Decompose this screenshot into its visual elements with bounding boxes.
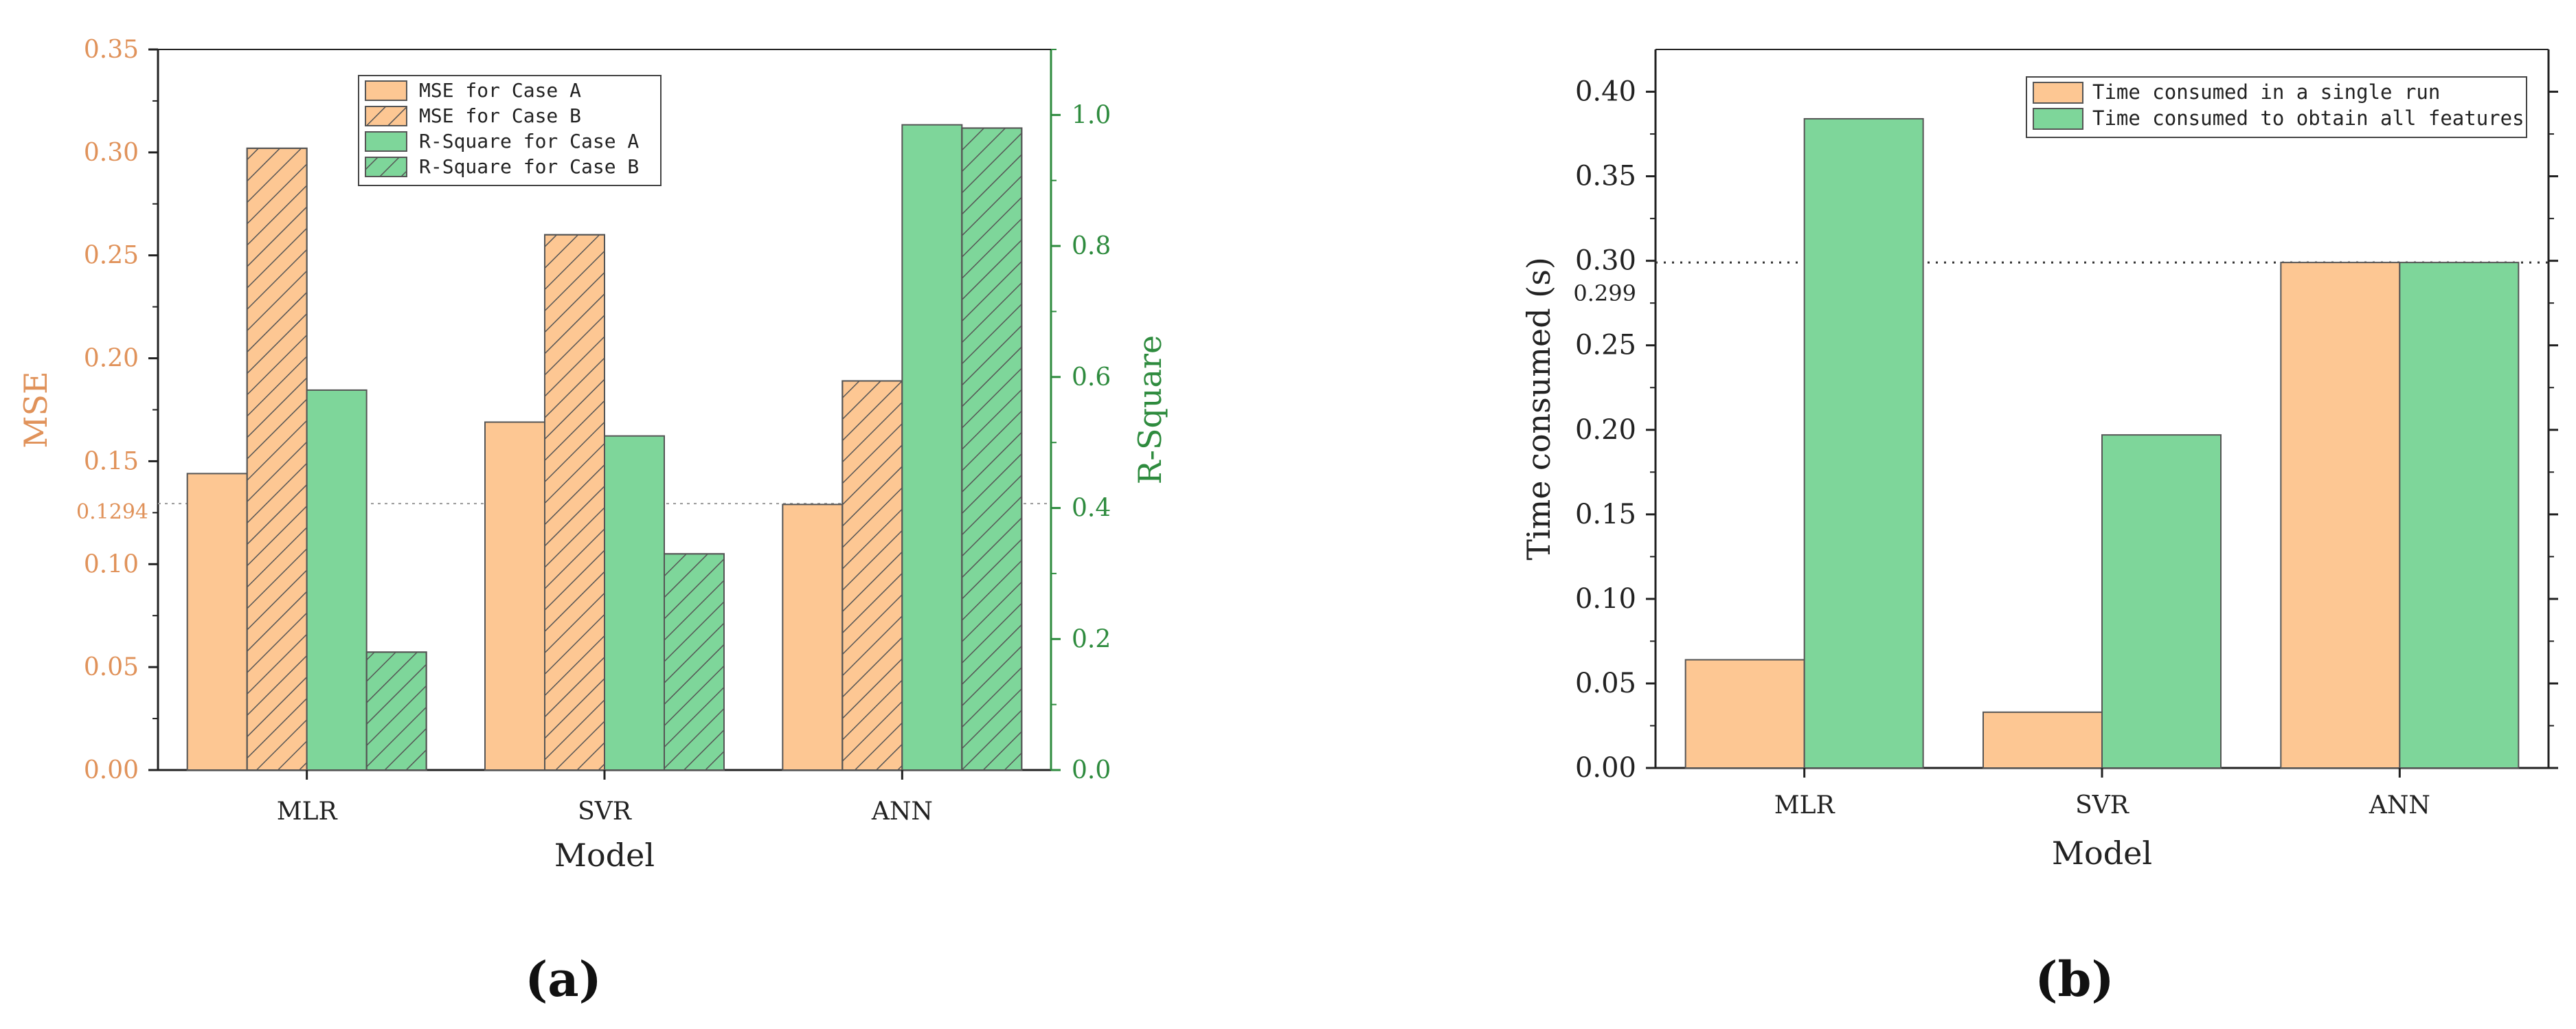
bar-hatch-overlay — [961, 127, 1023, 771]
x-tick-label: MLR — [1774, 791, 1835, 819]
y-tick-label: 0.25 — [1575, 330, 1636, 361]
y-tick-label: 0.30 — [84, 139, 139, 167]
x-tick-label: SVR — [2075, 791, 2129, 819]
y-tick-label: 0.00 — [84, 756, 139, 784]
y-tick-label: 0.35 — [1575, 161, 1636, 192]
y-right-tick-label: 1.0 — [1072, 101, 1111, 129]
reference-line-label: 0.299 — [1573, 280, 1636, 306]
y-tick-label: 0.05 — [1575, 668, 1636, 699]
bar-hatch-overlay — [544, 234, 605, 771]
y-right-tick-label: 0.4 — [1072, 495, 1111, 523]
y-tick-label: 0.40 — [1575, 76, 1636, 108]
legend-label: Time consumed in a single run — [2092, 80, 2440, 104]
x-axis-title: Model — [2052, 835, 2152, 872]
legend-label: R-Square for Case A — [419, 130, 639, 152]
legend-swatch-hatch — [365, 157, 407, 177]
y-tick-label: 0.10 — [84, 550, 139, 578]
y-tick-label: 0.20 — [1575, 414, 1636, 446]
bar-svr-series-0 — [484, 421, 545, 771]
y-right-axis-title: R-Square — [1131, 335, 1168, 484]
x-tick-label: ANN — [2369, 791, 2430, 819]
legend-swatch — [365, 80, 407, 101]
bar-mlr-series-2 — [306, 389, 368, 771]
legend-label: MSE for Case B — [419, 104, 581, 127]
bar-mlr-series-0 — [186, 473, 248, 771]
y-tick-label: 0.15 — [1575, 499, 1636, 530]
reference-line-label: 0.1294 — [76, 500, 148, 524]
bar-svr-series-1 — [2101, 434, 2222, 769]
legend-label: Time consumed to obtain all features — [2092, 106, 2524, 130]
y-tick-label: 0.25 — [84, 242, 139, 270]
chart-b: 0.00 0.05 0.10 0.15 0.20 0.25 0.30 0.35 0.40 0.29… — [1520, 49, 2558, 1008]
bar-ann-series-1 — [2399, 262, 2520, 769]
y-right-tick-label: 0.0 — [1072, 756, 1111, 784]
bar-svr-series-2 — [604, 435, 665, 771]
y-right-tick-label: 0.6 — [1072, 363, 1111, 392]
x-tick-label: MLR — [277, 798, 338, 826]
bar-mlr-series-0 — [1684, 659, 1805, 769]
chart-a: 0.00 0.05 0.10 0.15 0.20 0.25 0.30 0.35 0.0 0.2 0.… — [17, 36, 1168, 1008]
x-tick-label: ANN — [871, 798, 933, 826]
y-axis-title: Time consumed (s) — [1520, 257, 1557, 561]
legend-label: MSE for Case A — [419, 79, 581, 102]
legend-box — [2026, 76, 2527, 138]
panel-label-a: (a) — [525, 951, 602, 1008]
bar-hatch-overlay — [841, 380, 903, 771]
y-tick-label: 0.10 — [1575, 583, 1636, 615]
y-right-tick-label: 0.2 — [1072, 625, 1111, 653]
y-tick-label: 0.30 — [1575, 245, 1636, 277]
legend-label: R-Square for Case B — [419, 155, 639, 178]
bar-ann-series-0 — [2280, 262, 2401, 769]
y-tick-label: 0.05 — [84, 653, 139, 681]
y-tick-label: 0.15 — [84, 447, 139, 475]
panel-label-b: (b) — [2035, 951, 2114, 1008]
y-axis-title: MSE — [17, 371, 54, 448]
x-axis-title: Model — [554, 837, 655, 874]
y-tick-label: 0.00 — [1575, 752, 1636, 784]
bar-ann-series-0 — [782, 504, 844, 771]
legend-box — [358, 75, 662, 186]
bar-mlr-series-1 — [1803, 117, 1924, 769]
bar-ann-series-2 — [901, 124, 963, 771]
y-tick-label: 0.20 — [84, 345, 139, 373]
legend-swatch — [365, 131, 407, 152]
bar-hatch-overlay — [664, 553, 725, 771]
bar-hatch-overlay — [365, 651, 427, 771]
legend-swatch — [2033, 108, 2083, 130]
x-tick-label: SVR — [578, 798, 632, 826]
legend-swatch-hatch — [365, 106, 407, 126]
bar-hatch-overlay — [246, 147, 308, 771]
bar-svr-series-0 — [1982, 711, 2103, 769]
y-right-tick-label: 0.8 — [1072, 232, 1111, 260]
y-tick-label: 0.35 — [84, 36, 139, 64]
legend-swatch — [2033, 82, 2083, 104]
